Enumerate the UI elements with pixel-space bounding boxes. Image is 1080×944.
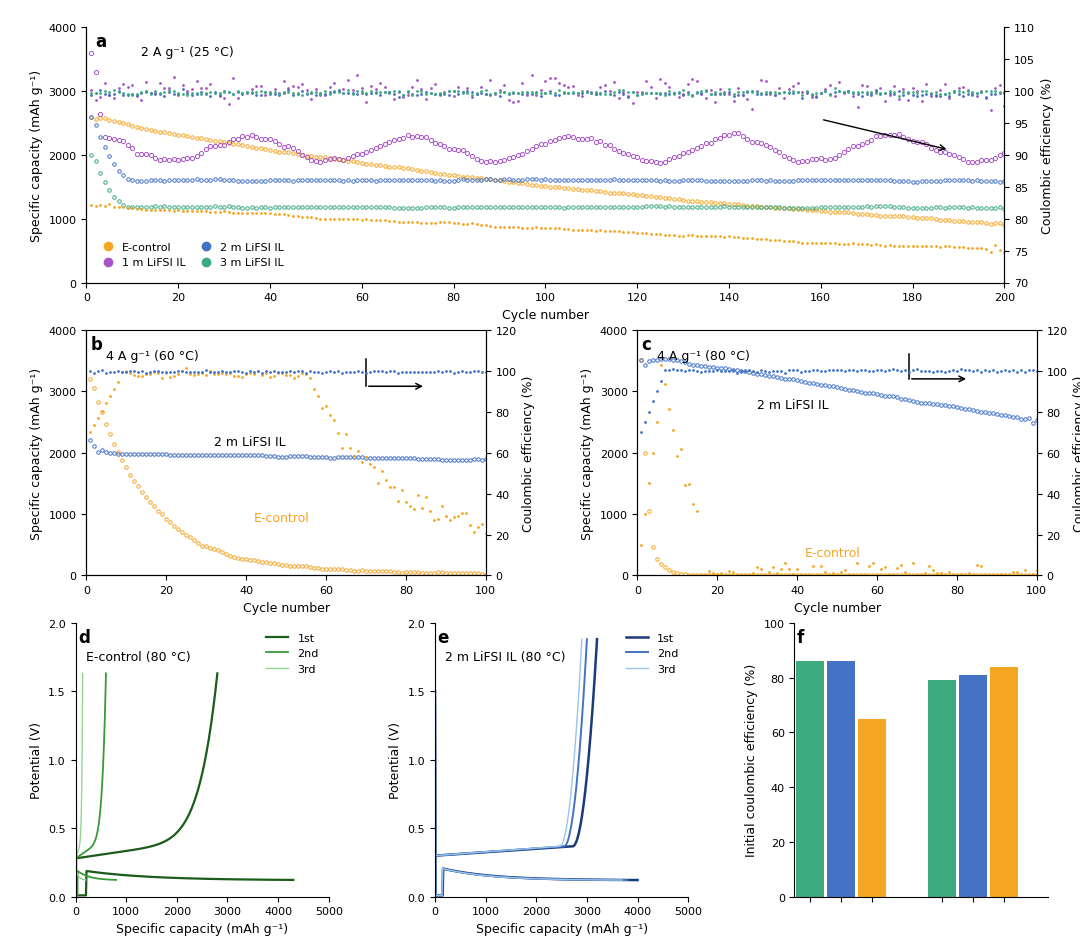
Y-axis label: Coulombic efficiency (%): Coulombic efficiency (%) (1074, 375, 1080, 531)
Text: E-control: E-control (806, 547, 861, 559)
Legend: E-control, 1 m LiFSI IL, 2 m LiFSI IL, 3 m LiFSI IL: E-control, 1 m LiFSI IL, 2 m LiFSI IL, 3… (92, 238, 288, 273)
Text: f: f (797, 629, 805, 647)
Bar (959, 675, 987, 897)
X-axis label: Cycle number: Cycle number (502, 309, 589, 322)
Y-axis label: Specific capacity (mAh g⁻¹): Specific capacity (mAh g⁻¹) (30, 70, 43, 242)
Text: 4 A g⁻¹ (80 °C): 4 A g⁻¹ (80 °C) (658, 350, 751, 363)
Y-axis label: Specific capacity (mAh g⁻¹): Specific capacity (mAh g⁻¹) (581, 367, 594, 539)
Text: c: c (642, 335, 651, 353)
Bar (827, 662, 855, 897)
Bar (990, 666, 1018, 897)
Text: E-control: E-control (254, 512, 310, 525)
Y-axis label: Specific capacity (mAh g⁻¹): Specific capacity (mAh g⁻¹) (30, 367, 43, 539)
Legend: 1st, 2nd, 3rd: 1st, 2nd, 3rd (621, 629, 683, 679)
Text: d: d (78, 629, 90, 647)
Bar (859, 719, 886, 897)
Bar (796, 662, 824, 897)
Text: b: b (91, 335, 103, 353)
Y-axis label: Coulombic efficiency (%): Coulombic efficiency (%) (522, 375, 535, 531)
Text: 2 A g⁻¹ (25 °C): 2 A g⁻¹ (25 °C) (141, 46, 234, 59)
X-axis label: Specific capacity (mAh g⁻¹): Specific capacity (mAh g⁻¹) (475, 922, 648, 936)
Text: 2 m LiFSI IL (80 °C): 2 m LiFSI IL (80 °C) (445, 650, 566, 664)
Text: 2 m LiFSI IL: 2 m LiFSI IL (214, 436, 286, 448)
Text: a: a (96, 33, 107, 51)
X-axis label: Cycle number: Cycle number (243, 601, 329, 615)
Text: e: e (437, 629, 449, 647)
Bar (928, 681, 956, 897)
Y-axis label: Potential (V): Potential (V) (29, 721, 42, 799)
Legend: 1st, 2nd, 3rd: 1st, 2nd, 3rd (261, 629, 323, 679)
Y-axis label: Coulombic efficiency (%): Coulombic efficiency (%) (1041, 77, 1054, 234)
X-axis label: Cycle number: Cycle number (794, 601, 880, 615)
Text: 4 A g⁻¹ (60 °C): 4 A g⁻¹ (60 °C) (106, 350, 199, 363)
Text: E-control (80 °C): E-control (80 °C) (85, 650, 190, 664)
Y-axis label: Initial coulombic efficiency (%): Initial coulombic efficiency (%) (745, 664, 758, 856)
X-axis label: Specific capacity (mAh g⁻¹): Specific capacity (mAh g⁻¹) (116, 922, 288, 936)
Text: 2 m LiFSI IL: 2 m LiFSI IL (757, 399, 828, 412)
Y-axis label: Potential (V): Potential (V) (389, 721, 402, 799)
